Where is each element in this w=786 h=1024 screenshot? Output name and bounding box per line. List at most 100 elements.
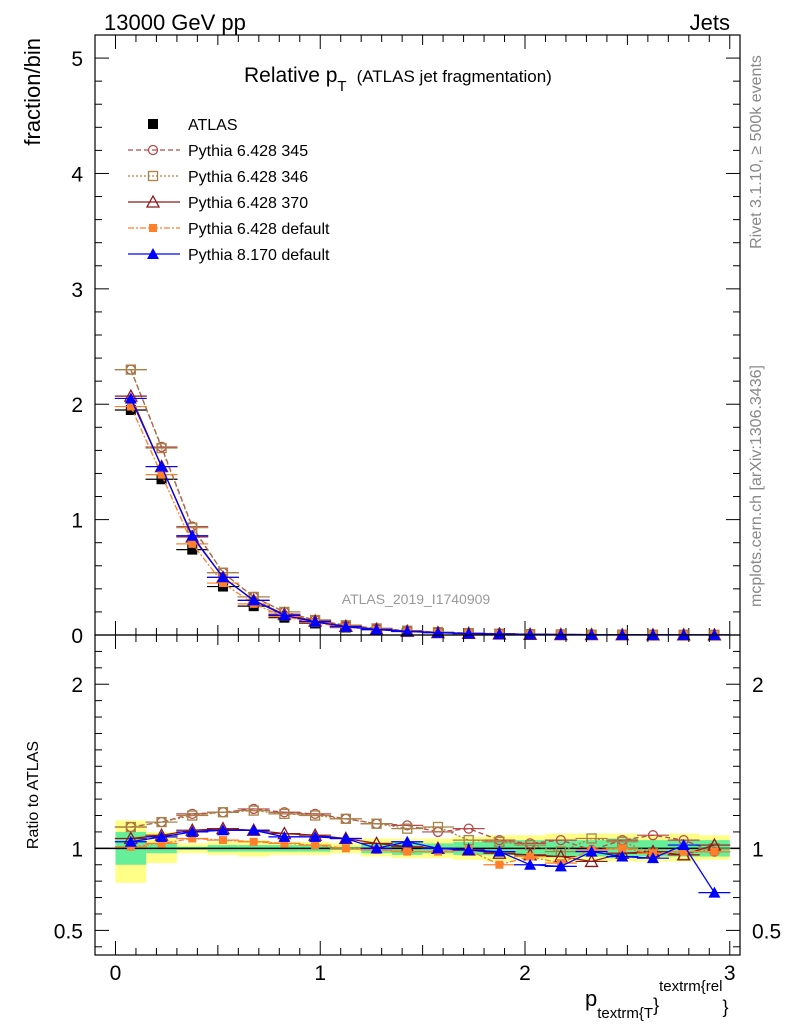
ratio-data-point xyxy=(370,842,383,854)
data-point xyxy=(125,364,136,375)
ratio-data-point xyxy=(402,823,413,834)
ratio-data-point xyxy=(340,813,351,824)
main-title-sub: T xyxy=(337,78,346,95)
x-axis-label-main: p xyxy=(585,986,597,1011)
ratio-data-point xyxy=(431,842,444,854)
legend-marker xyxy=(147,170,159,182)
ratio-data-point xyxy=(309,810,321,821)
x-tick-label: 2 xyxy=(519,962,531,985)
ratio-panel: 0.5 0.5 1 1 2 2 0 1 2 3 Ratio to ATLAS xyxy=(25,634,781,985)
ratio-y-tick-label-right: 1 xyxy=(752,838,764,861)
ratio-data-point xyxy=(249,837,258,846)
ratio-data-point xyxy=(677,839,690,851)
ratio-data-point xyxy=(309,830,322,842)
legend-label: Pythia 6.428 default xyxy=(188,221,330,238)
ratio-data-point xyxy=(401,835,414,847)
ratio-data-point xyxy=(247,824,260,836)
ratio-tick-group: 0.5 0.5 1 1 2 2 0 1 2 3 xyxy=(54,635,781,985)
data-point xyxy=(278,609,291,621)
legend-label: Pythia 8.170 default xyxy=(188,247,330,264)
legend-marker xyxy=(145,194,161,208)
main-y-tick-label: 5 xyxy=(71,48,83,71)
ratio-data-point xyxy=(188,834,197,843)
data-point xyxy=(156,442,167,454)
data-point xyxy=(218,579,227,588)
ratio-data-point xyxy=(585,845,598,857)
ratio-data-point xyxy=(403,847,412,856)
data-point xyxy=(247,594,260,606)
data-point xyxy=(462,627,475,639)
ratio-data-point xyxy=(187,810,198,821)
legend-label: Pythia 6.428 370 xyxy=(188,195,308,212)
ratio-data-point xyxy=(463,823,474,834)
data-point xyxy=(677,628,690,640)
ratio-data-point xyxy=(555,834,566,846)
ratio-data-point xyxy=(278,830,291,842)
x-tick-label: 1 xyxy=(314,962,326,985)
ratio-data-point xyxy=(157,839,166,848)
main-panel: 0 1 2 3 4 5 fraction/bin Relative pT (ATLAS je… xyxy=(20,34,741,648)
legend-item-pythia-6-428-345: Pythia 6.428 345 xyxy=(128,143,308,160)
ratio-data-point xyxy=(124,835,137,847)
ratio-data-point xyxy=(186,825,199,837)
ratio-data-point xyxy=(584,854,599,868)
legend-item-pythia-8-170-default: Pythia 8.170 default xyxy=(128,247,330,264)
legend-label: Pythia 6.428 345 xyxy=(188,143,308,160)
legend-item-atlas: ATLAS xyxy=(148,117,238,134)
ratio-data-point xyxy=(586,833,597,844)
main-y-tick-label: 0 xyxy=(71,625,83,648)
data-point xyxy=(157,470,166,479)
ratio-y-tick-label: 2 xyxy=(71,674,83,697)
ratio-data-point xyxy=(710,847,719,856)
ratio-data-point xyxy=(495,860,504,869)
main-tick-group: 0 1 2 3 4 5 xyxy=(71,35,740,648)
ratio-data-point xyxy=(646,852,659,864)
ratio-series-group xyxy=(114,803,731,898)
ratio-data-point xyxy=(280,839,289,848)
ratio-data-point xyxy=(708,886,721,898)
ratio-data-point xyxy=(217,807,229,818)
legend-label: Pythia 6.428 346 xyxy=(188,169,308,186)
legend: ATLAS Pythia 6.428 345 Pythia 6.428 346 Pyt… xyxy=(128,117,330,264)
data-point xyxy=(187,544,198,555)
main-title: Relative pT (ATLAS jet fragmentation) xyxy=(244,64,552,95)
data-point xyxy=(554,628,567,640)
ratio-series-pythia-8-170-default xyxy=(114,824,731,898)
ratio-y-tick-label-right: 2 xyxy=(752,674,764,697)
ratio-data-point xyxy=(279,808,290,820)
rivet-version-label: Rivet 3.1.10, ≥ 500k events xyxy=(748,55,765,249)
ratio-data-point xyxy=(526,852,535,861)
ratio-data-point xyxy=(432,821,444,833)
data-point xyxy=(646,628,659,640)
data-point xyxy=(401,625,414,637)
legend-marker xyxy=(148,119,158,129)
ratio-data-point xyxy=(371,818,382,829)
data-point xyxy=(585,628,598,640)
x-axis-label-brace2: } xyxy=(722,997,728,1017)
legend-item-pythia-6-428-370: Pythia 6.428 370 xyxy=(128,194,308,212)
data-point xyxy=(339,620,352,632)
legend-marker xyxy=(147,144,159,156)
x-axis-label-sub: textrm{T xyxy=(597,1005,653,1022)
ratio-plot-frame xyxy=(94,634,741,956)
ratio-y-tick-label: 1 xyxy=(71,838,83,861)
data-point xyxy=(155,460,168,472)
main-y-tick-label: 4 xyxy=(71,163,83,186)
ratio-data-point xyxy=(155,830,168,842)
main-title-rest: (ATLAS jet fragmentation) xyxy=(357,67,552,86)
legend-marker xyxy=(149,224,157,232)
ratio-data-point xyxy=(554,860,567,872)
ratio-data-point xyxy=(647,830,659,841)
data-point xyxy=(216,571,229,583)
ratio-data-point xyxy=(679,847,688,856)
ratio-data-point xyxy=(616,850,629,862)
ratio-y-tick-label: 0.5 xyxy=(54,920,83,943)
header-process-label: Jets xyxy=(690,10,730,35)
data-point xyxy=(126,402,135,411)
data-point xyxy=(370,623,383,635)
main-y-tick-label: 3 xyxy=(71,279,83,302)
main-y-tick-label: 2 xyxy=(71,394,83,417)
ratio-data-point xyxy=(156,816,167,828)
data-point xyxy=(616,628,629,640)
